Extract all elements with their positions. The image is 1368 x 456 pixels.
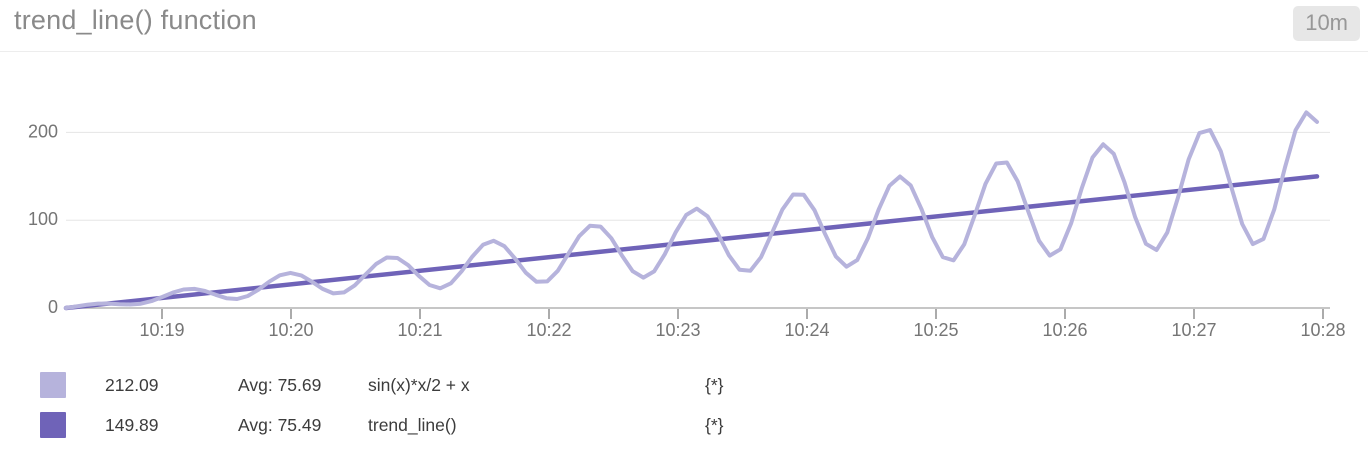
y-tick-label: 0 xyxy=(48,297,58,317)
series-last-value: 149.89 xyxy=(105,414,159,435)
y-tick-label: 100 xyxy=(28,209,58,229)
x-tick-label: 10:20 xyxy=(268,320,313,340)
series-name: trend_line() xyxy=(368,414,457,435)
x-tick-label: 10:22 xyxy=(526,320,571,340)
series-avg-value: Avg: 75.49 xyxy=(238,414,322,435)
legend-row[interactable]: 212.09 Avg: 75.69 sin(x)*x/2 + x {*} xyxy=(0,365,1368,405)
chart-plot-area[interactable]: 0 100 200 10:19 10:20 10:21 10:22 10:23 10:24 10:… xyxy=(0,52,1368,352)
series-color-swatch xyxy=(40,412,66,438)
series-line-1[interactable] xyxy=(63,174,1320,311)
x-tick-label: 10:26 xyxy=(1042,320,1087,340)
legend-row[interactable]: 149.89 Avg: 75.49 trend_line() {*} xyxy=(0,405,1368,445)
series-name: sin(x)*x/2 + x xyxy=(368,374,470,395)
x-tick-label: 10:24 xyxy=(784,320,829,340)
y-tick-label: 200 xyxy=(28,121,58,141)
chart-legend: 212.09 Avg: 75.69 sin(x)*x/2 + x {*} 149… xyxy=(0,365,1368,445)
x-tick-label: 10:23 xyxy=(655,320,700,340)
series-scope: {*} xyxy=(705,374,724,395)
x-tick-label: 10:27 xyxy=(1171,320,1216,340)
x-tick-label: 10:19 xyxy=(139,320,184,340)
x-tick-label: 10:21 xyxy=(397,320,442,340)
timeframe-badge[interactable]: 10m xyxy=(1293,6,1360,41)
widget-header: trend_line() function 10m xyxy=(0,0,1368,52)
line-chart[interactable]: 0 100 200 10:19 10:20 10:21 10:22 10:23 10:24 10:… xyxy=(0,52,1368,352)
series-scope: {*} xyxy=(705,414,724,435)
widget-title: trend_line() function xyxy=(14,5,257,35)
series-line-0[interactable] xyxy=(64,110,1319,310)
x-tick-label: 10:25 xyxy=(913,320,958,340)
series-color-swatch xyxy=(40,372,66,398)
series-last-value: 212.09 xyxy=(105,374,159,395)
x-tick-label: 10:28 xyxy=(1300,320,1345,340)
series-avg-value: Avg: 75.69 xyxy=(238,374,322,395)
